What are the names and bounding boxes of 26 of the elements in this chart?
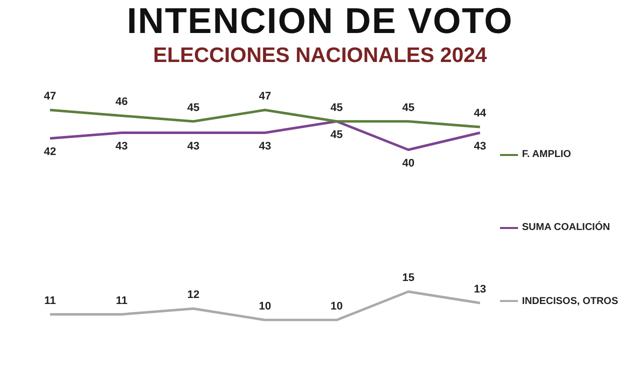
data-label: 40 bbox=[402, 157, 414, 170]
data-label: 43 bbox=[187, 140, 200, 152]
chart-subtitle: ELECCIONES NACIONALES 2024 bbox=[152, 44, 488, 68]
legend-label: F. AMPLIO bbox=[522, 149, 572, 160]
legend-label: SUMA COALICIÓN bbox=[522, 222, 610, 234]
data-label: 43 bbox=[474, 140, 486, 152]
data-label: 45 bbox=[187, 102, 200, 114]
data-label: 11 bbox=[116, 294, 128, 307]
data-label: 12 bbox=[187, 289, 200, 302]
data-label: 10 bbox=[258, 300, 272, 313]
chart-title: INTENCION DE VOTO bbox=[126, 0, 514, 42]
data-label: 47 bbox=[258, 90, 272, 103]
data-label: 42 bbox=[44, 146, 56, 158]
data-label: 47 bbox=[44, 90, 56, 103]
data-label: 45 bbox=[330, 128, 343, 141]
data-label: 43 bbox=[258, 140, 272, 152]
data-label: 15 bbox=[402, 272, 414, 284]
data-label: 45 bbox=[402, 102, 414, 114]
data-label: 45 bbox=[330, 102, 343, 114]
legend-label: INDECISOS, OTROS bbox=[522, 296, 618, 307]
data-label: 46 bbox=[116, 96, 128, 108]
data-label: 13 bbox=[474, 284, 486, 296]
data-label: 11 bbox=[44, 294, 56, 307]
data-label: 43 bbox=[116, 140, 128, 152]
data-label: 10 bbox=[330, 300, 343, 313]
data-label: 44 bbox=[474, 108, 487, 120]
